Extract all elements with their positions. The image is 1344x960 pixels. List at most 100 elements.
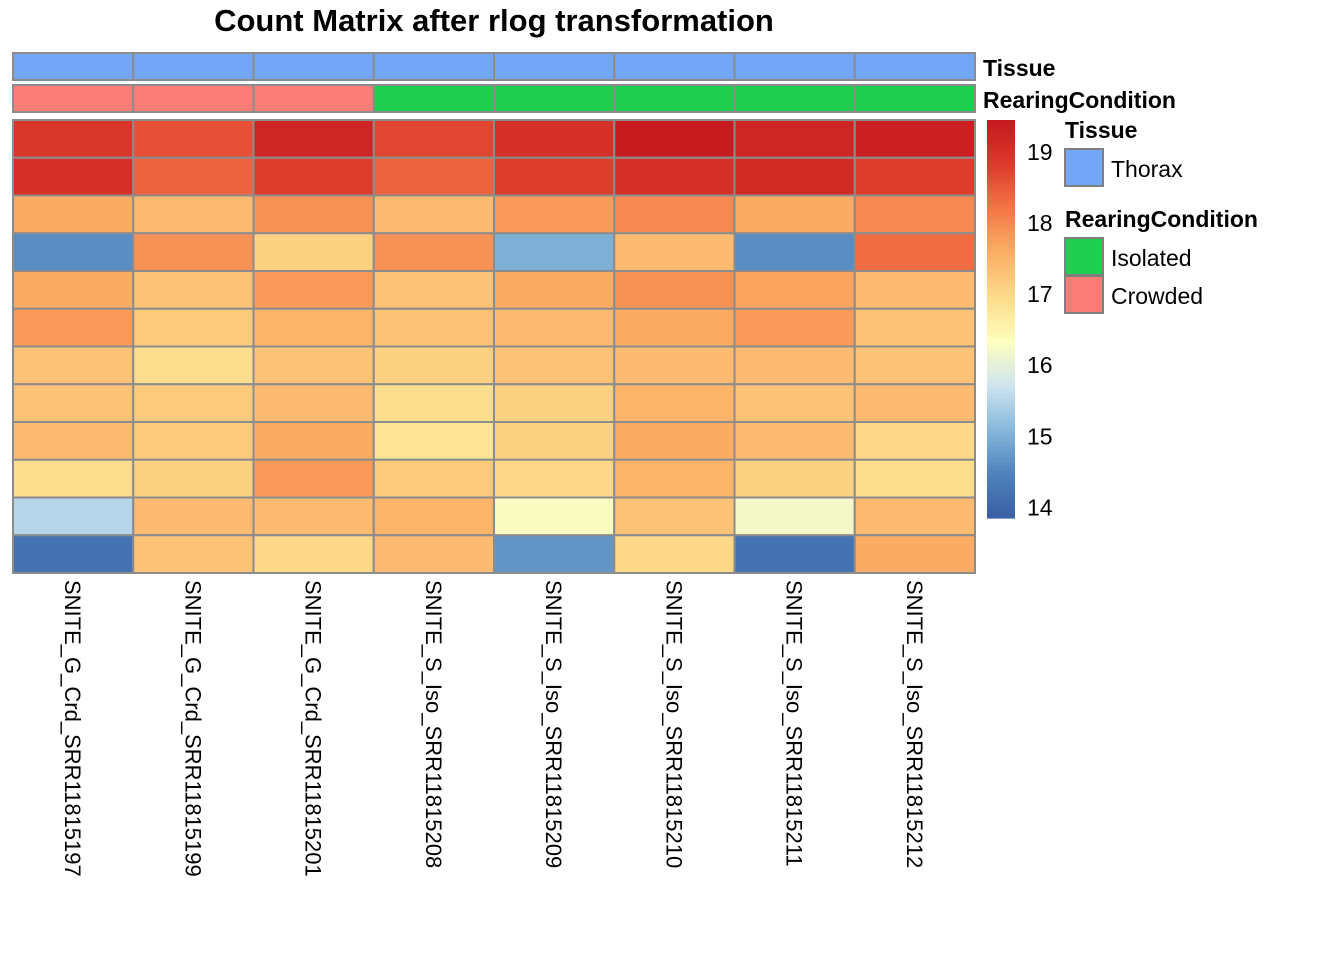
annotation-tracks: Tissue RearingCondition [12, 52, 1176, 113]
colorbar-segment [987, 430, 1015, 436]
colorbar-segment [987, 127, 1015, 133]
column-label-3: SNITE_S_Iso_SRR11815208 [421, 580, 446, 868]
legend-label-crowded: Crowded [1111, 283, 1203, 309]
heatmap-cell-r8-c6 [733, 421, 856, 461]
colorbar-segment [987, 366, 1015, 372]
colorbar-segment [987, 410, 1015, 416]
annotation-cell-rearingcondition-5 [613, 84, 736, 113]
colorbar-segment [987, 506, 1015, 511]
heatmap-cell-r6-c3 [372, 345, 495, 386]
colorbar-segment [987, 490, 1015, 495]
heatmap-cell-r0-c7 [853, 119, 976, 159]
colorbar-segment [987, 319, 1015, 324]
colorbar-segment [987, 386, 1015, 392]
colorbar-segment [987, 283, 1015, 288]
colorbar-segment [987, 466, 1015, 471]
heatmap-cell-r10-c2 [252, 496, 375, 537]
colorbar-segment [987, 450, 1015, 455]
heatmap-cell-r8-c1 [132, 421, 255, 461]
legend-swatch-isolated [1064, 237, 1104, 276]
colorbar-tick-14: 14 [1027, 494, 1053, 520]
heatmap-cell-r7-c7 [853, 383, 976, 423]
colorbar-segment [987, 470, 1015, 475]
colorbar-segment [987, 227, 1015, 233]
heatmap-cell-r8-c3 [372, 421, 495, 461]
colorbar-tick-18: 18 [1027, 210, 1053, 236]
colorbar-segment [987, 175, 1015, 181]
heatmap-cell-r7-c2 [252, 383, 375, 423]
heatmap-cell-r11-c3 [372, 534, 495, 574]
colorbar-segment [987, 478, 1015, 483]
heatmap-cell-r9-c3 [372, 458, 495, 499]
colorbar-segment [987, 398, 1015, 404]
colorbar-segment [987, 255, 1015, 260]
heatmap-cell-r8-c7 [853, 421, 976, 461]
colorbar-segment [987, 143, 1015, 149]
colorbar-segment [987, 167, 1015, 173]
column-label-1: SNITE_G_Crd_SRR11815199 [180, 580, 205, 877]
heatmap-cell-r5-c4 [493, 307, 616, 348]
colorbar-segment [987, 426, 1015, 432]
heatmap-cell-r3-c1 [132, 232, 255, 272]
column-label-5: SNITE_S_Iso_SRR11815210 [661, 580, 686, 868]
annotation-cell-rearingcondition-0 [12, 84, 135, 113]
legend-swatch-thorax [1064, 148, 1104, 187]
heatmap-cell-r7-c4 [493, 383, 616, 423]
colorbar-segment [987, 382, 1015, 388]
colorbar-segment [987, 123, 1015, 129]
heatmap-cell-r9-c6 [733, 458, 856, 499]
heatmap-cell-r1-c5 [613, 156, 736, 197]
heatmap-cell-r6-c0 [12, 345, 135, 386]
heatmap-cell-r11-c4 [493, 534, 616, 574]
heatmap-cell-r3-c2 [252, 232, 375, 272]
heatmap-cell-r2-c6 [733, 194, 856, 235]
heatmap-cell-r9-c1 [132, 458, 255, 499]
heatmap-cell-r3-c4 [493, 232, 616, 272]
heatmap-cell-r0-c5 [613, 119, 736, 159]
colorbar-segment [987, 498, 1015, 503]
colorbar-segment [987, 187, 1015, 193]
heatmap-cell-r5-c1 [132, 307, 255, 348]
heatmap-cell-r9-c4 [493, 458, 616, 499]
colorbar-segment [987, 231, 1015, 237]
legend-swatch-crowded [1064, 275, 1104, 314]
colorbar-segment [987, 151, 1015, 157]
colorbar-segment [987, 235, 1015, 240]
colorbar-segment [987, 350, 1015, 356]
heatmap-cell-r4-c0 [12, 270, 135, 310]
annotation-cell-tissue-2 [252, 52, 375, 81]
heatmap-cell-r2-c7 [853, 194, 976, 235]
colorbar-segment [987, 131, 1015, 137]
heatmap-cell-r11-c1 [132, 534, 255, 574]
heatmap-cell-r4-c5 [613, 270, 736, 310]
colorbar-segment [987, 362, 1015, 368]
heatmap-cell-r7-c0 [12, 383, 135, 423]
heatmap-cell-r3-c3 [372, 232, 495, 272]
annotation-cell-rearingcondition-7 [853, 84, 976, 113]
annotation-cell-rearingcondition-6 [733, 84, 856, 113]
heatmap-cell-r9-c0 [12, 458, 135, 499]
colorbar-segment [987, 307, 1015, 312]
colorbar-segment [987, 195, 1015, 201]
colorbar-segment [987, 378, 1015, 384]
column-label-4: SNITE_S_Iso_SRR11815209 [541, 580, 566, 868]
column-label-6: SNITE_S_Iso_SRR11815211 [782, 580, 807, 867]
colorbar-segment [987, 287, 1015, 292]
colorbar-segment [987, 275, 1015, 280]
heatmap-cell-r6-c6 [733, 345, 856, 386]
color-scale-legend: 14 15 16 17 18 19 [987, 120, 1053, 520]
colorbar-segment [987, 346, 1015, 352]
colorbar-segment [987, 494, 1015, 499]
heatmap-cell-r4-c4 [493, 270, 616, 310]
colorbar-segment [987, 502, 1015, 507]
heatmap-cell-r0-c4 [493, 119, 616, 159]
legend-label-thorax: Thorax [1111, 156, 1183, 182]
colorbar-segment [987, 183, 1015, 189]
heatmap-cell-r0-c6 [733, 119, 856, 159]
annotation-cell-tissue-1 [132, 52, 255, 81]
heatmap-cell-r1-c0 [12, 156, 135, 197]
heatmap-cell-r3-c0 [12, 232, 135, 272]
heatmap-cell-r5-c2 [252, 307, 375, 348]
heatmap-cell-r11-c5 [613, 534, 736, 574]
legend-title-rearingcondition: RearingCondition [1065, 206, 1258, 232]
